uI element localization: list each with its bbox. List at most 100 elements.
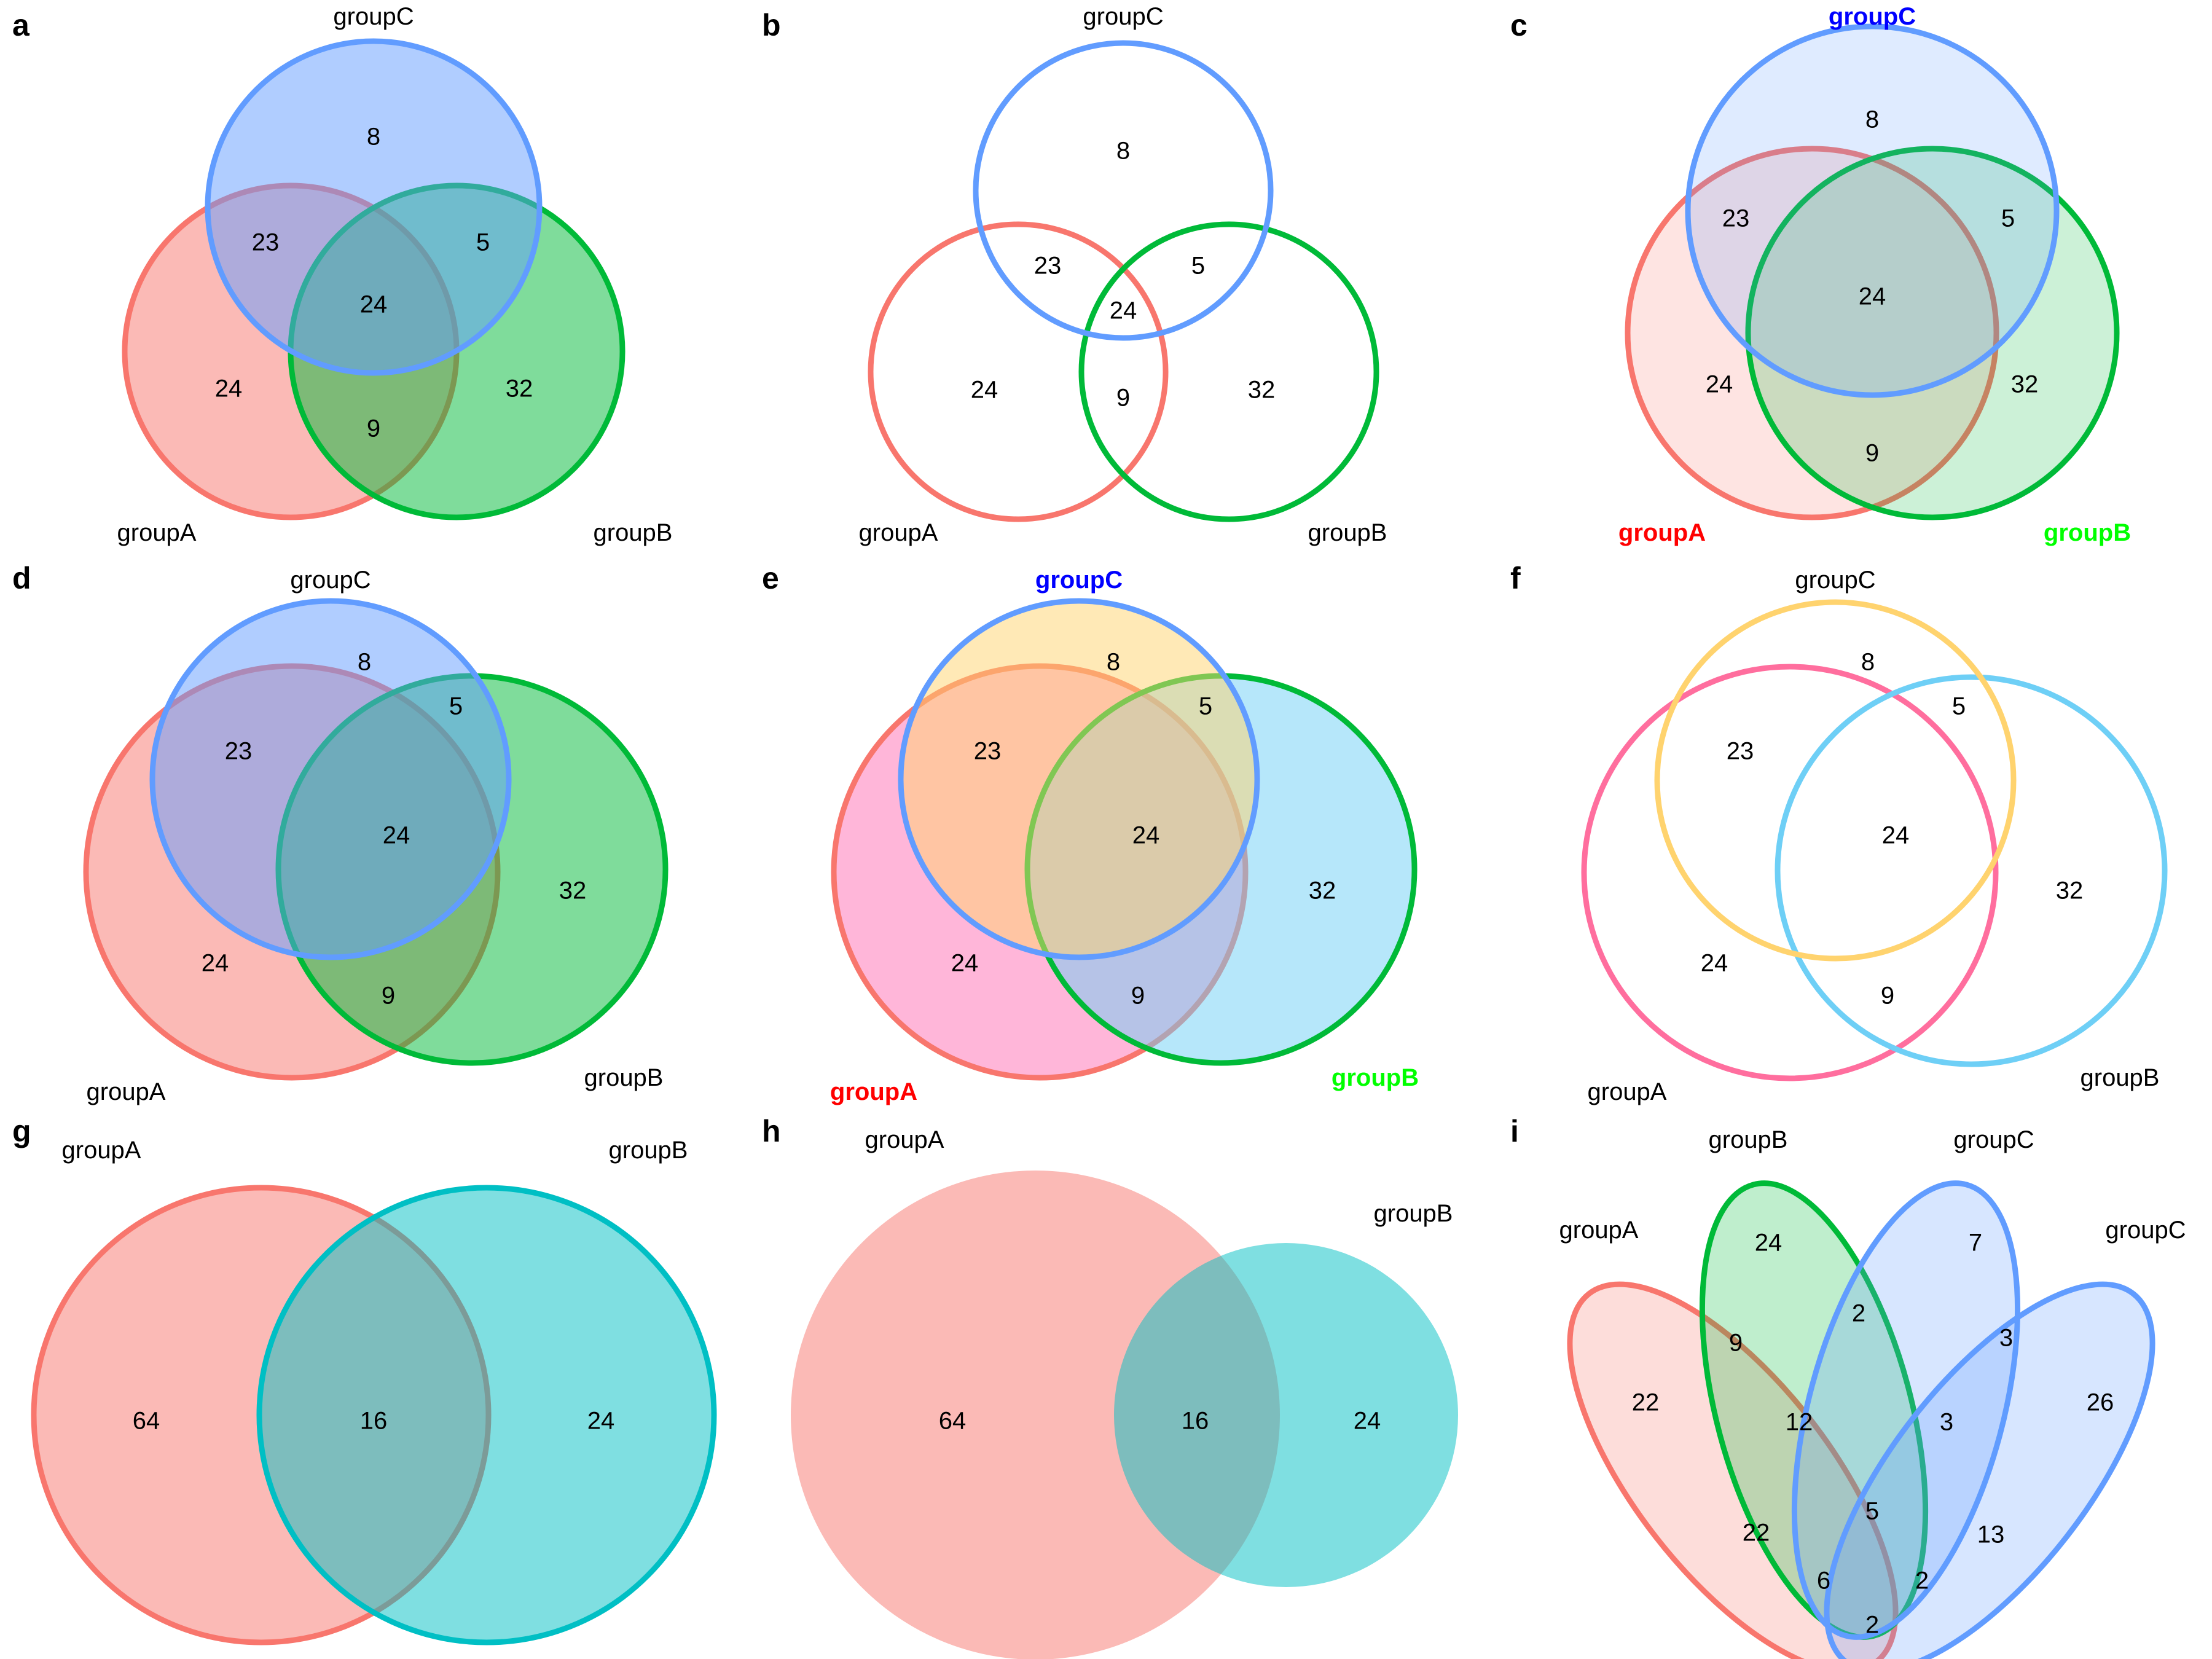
region-count: 22 bbox=[1743, 1520, 1770, 1547]
venn-panel-a: a groupA groupB groupC 24 32 8 23 5 9 24 bbox=[12, 3, 672, 546]
panel-label: b bbox=[762, 8, 781, 42]
region-count: 16 bbox=[360, 1408, 388, 1435]
region-count: 16 bbox=[1182, 1408, 1209, 1435]
region-count: 24 bbox=[383, 822, 410, 849]
region-count: 24 bbox=[1701, 950, 1728, 977]
panel-label: e bbox=[762, 561, 779, 595]
region-count: 3 bbox=[1999, 1325, 2013, 1352]
set-shape-groupC-2 bbox=[149, 598, 512, 960]
set-shape-groupA-0 bbox=[1625, 146, 1999, 520]
set-shape-groupA-0 bbox=[868, 221, 1169, 522]
region-count: 3 bbox=[1940, 1409, 1953, 1436]
set-label-groupA: groupA bbox=[1588, 1078, 1667, 1105]
region-count: 24 bbox=[360, 291, 388, 318]
region-count: 24 bbox=[1132, 822, 1160, 849]
set-label-groupB: groupB bbox=[1374, 1200, 1453, 1227]
region-count: 24 bbox=[215, 375, 243, 402]
set-label-groupA: groupA bbox=[87, 1078, 166, 1105]
region-count: 8 bbox=[1107, 649, 1120, 676]
set-label-groupB: groupB bbox=[584, 1064, 664, 1091]
panel-label: c bbox=[1510, 8, 1528, 42]
region-count: 13 bbox=[1977, 1521, 2005, 1548]
region-count: 7 bbox=[1969, 1230, 1982, 1257]
set-label-groupC: groupC bbox=[1083, 3, 1163, 30]
region-count: 8 bbox=[1861, 649, 1875, 676]
region-count: 9 bbox=[367, 415, 380, 442]
region-count: 9 bbox=[1131, 982, 1145, 1010]
set-shape-groupA-0 bbox=[791, 1171, 1280, 1659]
region-count: 24 bbox=[951, 950, 979, 977]
set-label-groupB: groupB bbox=[1709, 1126, 1788, 1153]
set-label-groupA: groupA bbox=[859, 519, 938, 546]
set-shape-groupB-1 bbox=[1775, 674, 2168, 1067]
set-label-groupA: groupA bbox=[1559, 1217, 1639, 1244]
region-count: 32 bbox=[1309, 877, 1336, 904]
venn-panel-f: f groupA groupB groupC 24 32 8 23 5 9 24 bbox=[1510, 561, 2168, 1105]
panel-label: h bbox=[762, 1114, 781, 1148]
panel-label: a bbox=[12, 8, 30, 42]
region-count: 32 bbox=[1248, 377, 1276, 404]
set-label-groupA: groupA bbox=[117, 519, 197, 546]
venn-panel-e: e groupA groupB groupC 24 32 8 23 5 9 24 bbox=[762, 561, 1419, 1105]
region-count: 8 bbox=[1865, 106, 1879, 133]
region-count: 9 bbox=[382, 982, 395, 1010]
region-count: 26 bbox=[2087, 1389, 2114, 1416]
region-count: 24 bbox=[1706, 371, 1733, 398]
panel-label: f bbox=[1510, 561, 1521, 595]
set-shape-groupB-1 bbox=[1078, 221, 1379, 522]
venn-panel-d: d groupA groupB groupC 24 32 8 23 5 9 24 bbox=[12, 561, 669, 1105]
region-count: 8 bbox=[358, 649, 371, 676]
venn-panel-g: g groupA groupB 64 16 24 bbox=[12, 1114, 717, 1645]
region-count: 23 bbox=[1034, 253, 1062, 280]
region-count: 24 bbox=[1110, 297, 1137, 324]
region-count: 6 bbox=[1817, 1567, 1830, 1594]
region-count: 24 bbox=[1859, 283, 1886, 310]
set-label-groupC: groupC bbox=[333, 3, 414, 30]
set-label-groupB: groupB bbox=[1308, 519, 1387, 546]
set-label-groupB: groupB bbox=[2081, 1064, 2160, 1091]
set-shape-groupC-2 bbox=[1654, 599, 2017, 962]
region-count: 9 bbox=[1729, 1330, 1743, 1357]
set-label-groupA: groupA bbox=[1618, 519, 1706, 546]
set-shape-groupB-1 bbox=[1114, 1243, 1458, 1587]
region-count: 23 bbox=[1722, 205, 1750, 232]
set-label-groupB: groupB bbox=[2044, 519, 2131, 546]
region-count: 9 bbox=[1881, 982, 1894, 1010]
region-count: 64 bbox=[133, 1408, 160, 1435]
region-count: 23 bbox=[252, 229, 280, 256]
region-count: 24 bbox=[587, 1408, 615, 1435]
region-count: 2 bbox=[1865, 1612, 1879, 1639]
region-count: 64 bbox=[939, 1408, 967, 1435]
set-label-groupA: groupA bbox=[62, 1137, 141, 1164]
venn-panel-h: h groupA groupB 64 16 24 bbox=[762, 1114, 1458, 1659]
region-count: 24 bbox=[1882, 822, 1910, 849]
region-count: 5 bbox=[476, 229, 490, 256]
set-label-groupB: groupB bbox=[609, 1137, 688, 1164]
region-count: 12 bbox=[1786, 1409, 1813, 1436]
set-shape-groupC-2 bbox=[1685, 23, 2060, 398]
region-count: 32 bbox=[559, 877, 587, 904]
set-label-groupC: groupC bbox=[1035, 567, 1123, 594]
region-count: 23 bbox=[974, 738, 1002, 765]
panel-label: i bbox=[1510, 1114, 1519, 1148]
set-label-groupA: groupA bbox=[830, 1078, 917, 1105]
set-label-groupC: groupC bbox=[1829, 3, 1916, 30]
set-label-groupB: groupB bbox=[594, 519, 673, 546]
set-shape-groupA-0 bbox=[1581, 664, 1999, 1081]
region-count: 32 bbox=[506, 375, 533, 402]
set-label-groupC: groupC bbox=[290, 567, 371, 594]
set-shape-groupC-2 bbox=[205, 38, 543, 376]
region-count: 5 bbox=[1191, 253, 1205, 280]
set-shape-groupC-2 bbox=[898, 598, 1260, 960]
region-count: 5 bbox=[2001, 205, 2015, 232]
region-count: 2 bbox=[1915, 1567, 1929, 1594]
set-shape-groupB-1 bbox=[256, 1185, 717, 1645]
panel-label: g bbox=[12, 1114, 31, 1148]
panel-label: d bbox=[12, 561, 31, 595]
region-count: 5 bbox=[1199, 693, 1212, 720]
region-count: 5 bbox=[449, 693, 463, 720]
region-count: 24 bbox=[1755, 1230, 1783, 1257]
region-count: 5 bbox=[1865, 1498, 1879, 1525]
region-count: 32 bbox=[2011, 371, 2039, 398]
